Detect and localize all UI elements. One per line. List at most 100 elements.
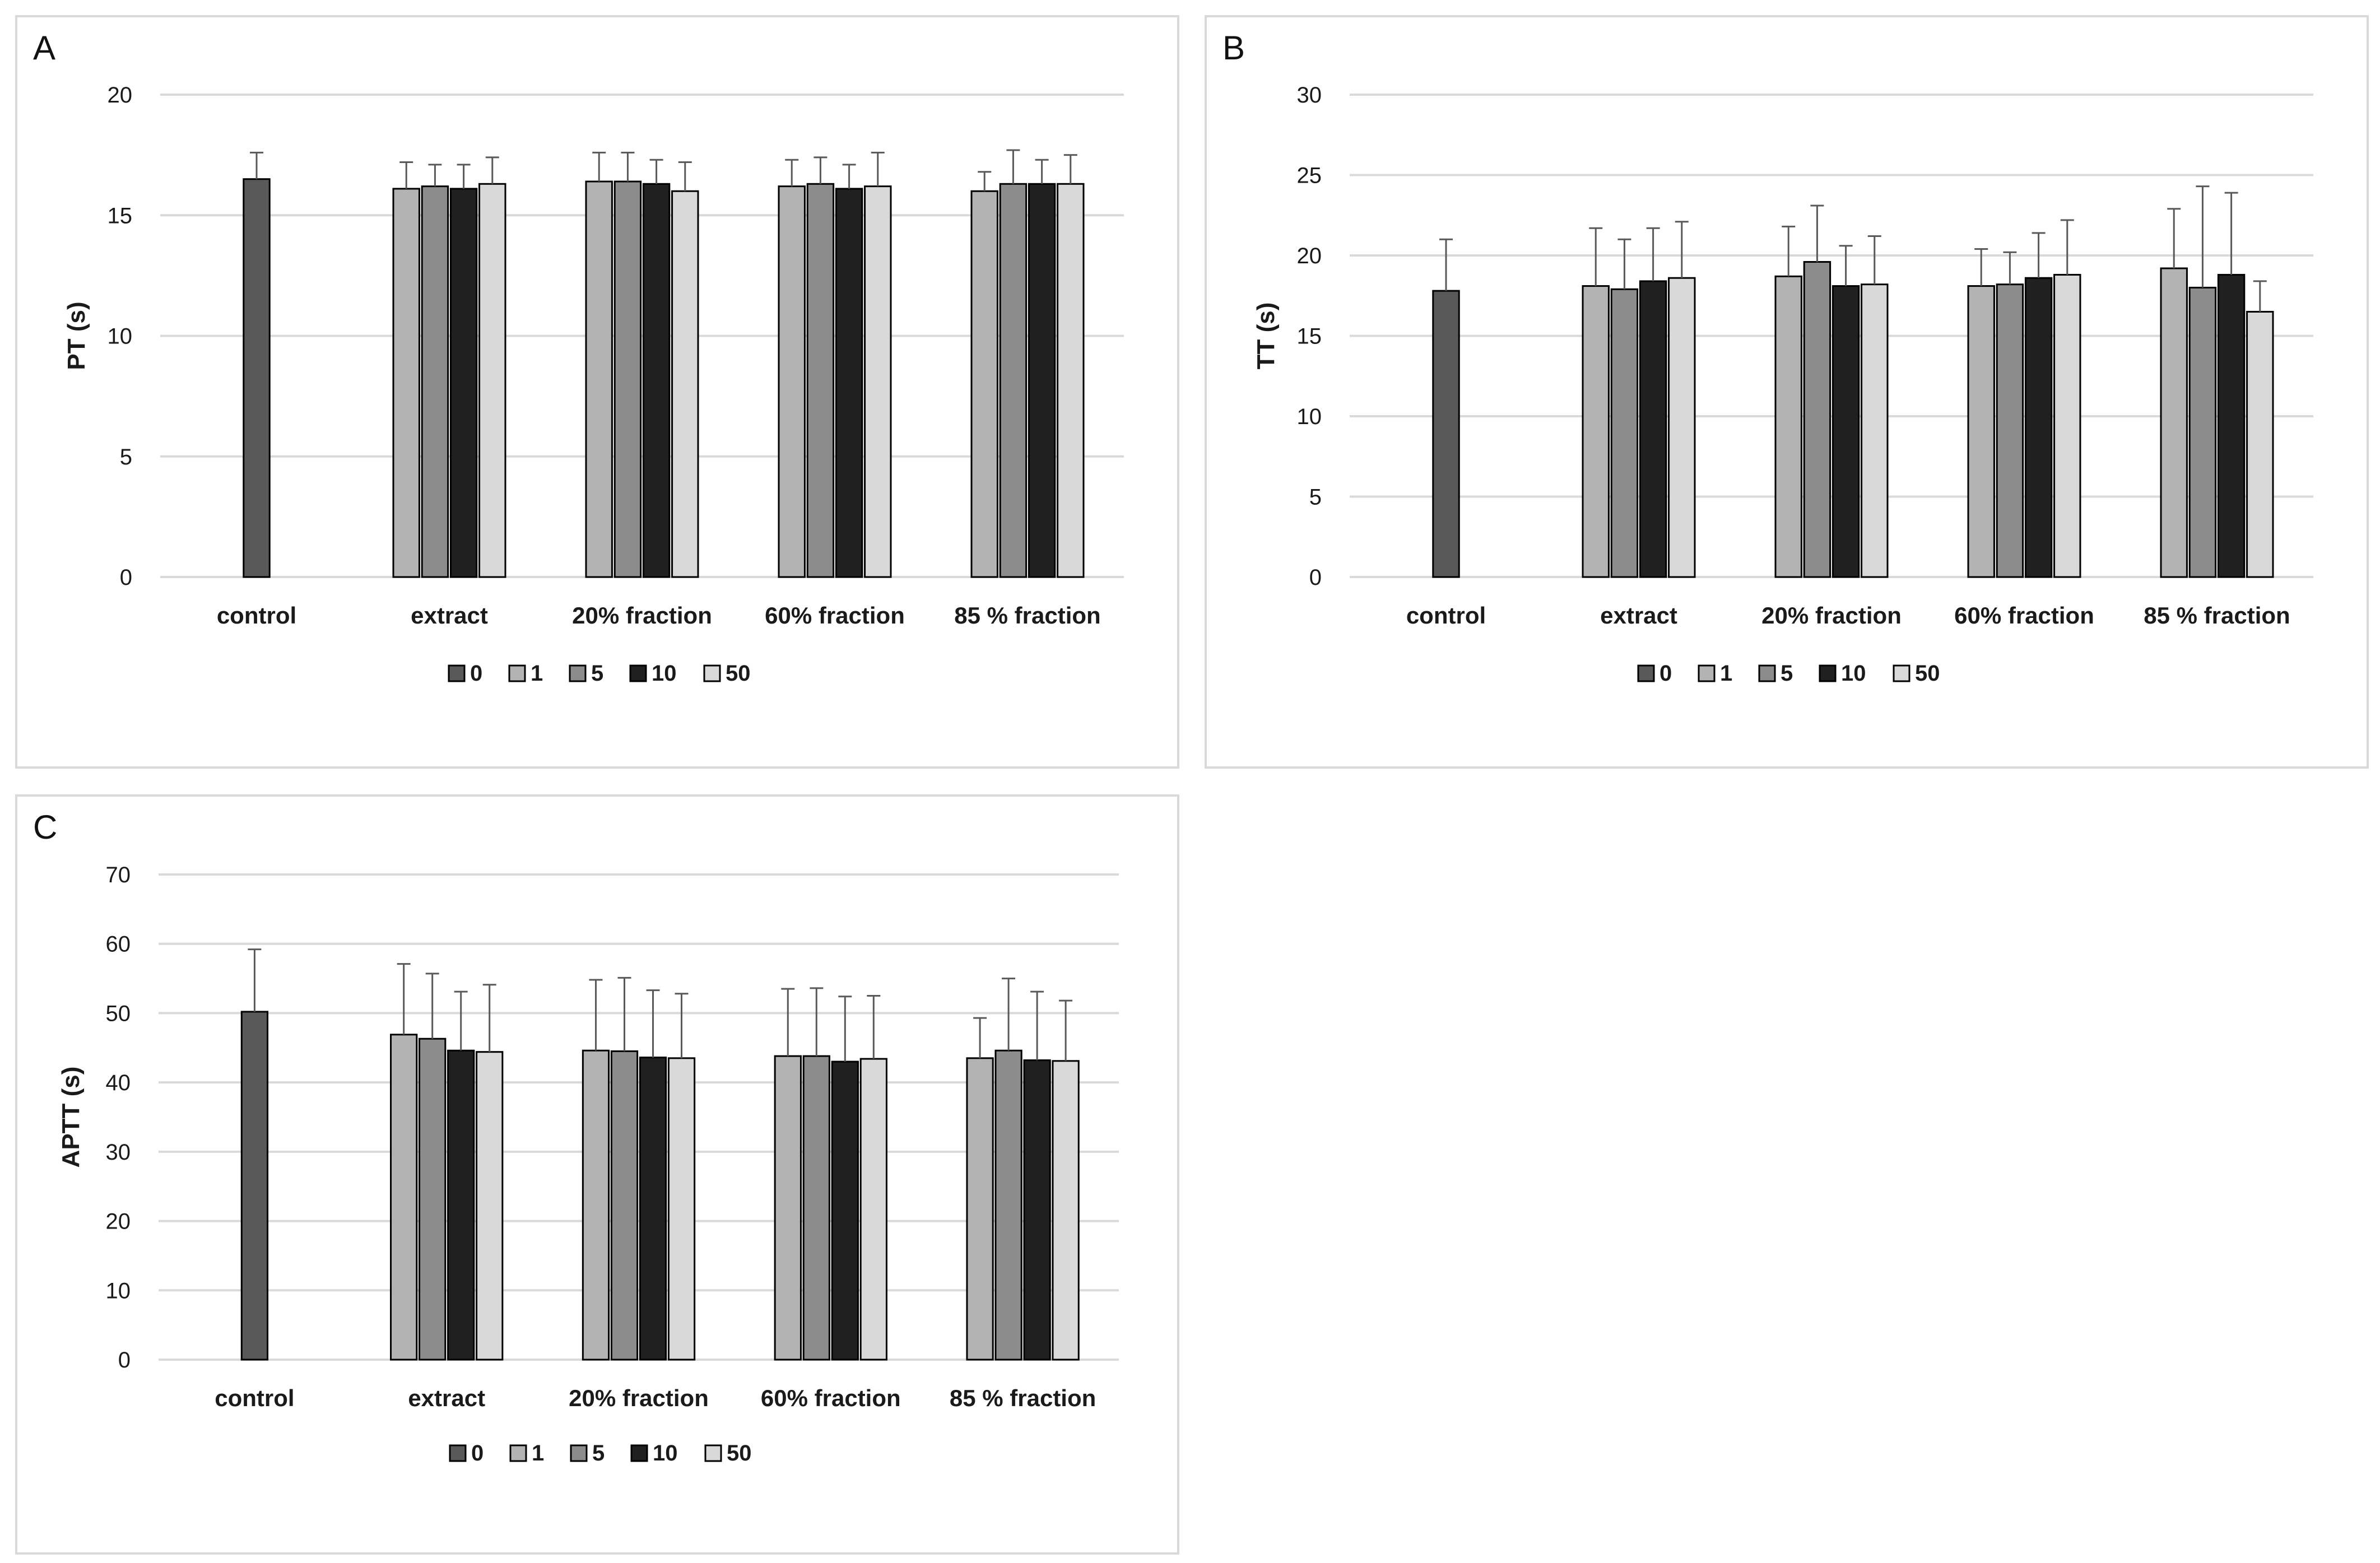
- bar: [671, 190, 699, 578]
- legend-label: 10: [1841, 661, 1866, 686]
- chart-panel-a: A 0 5 10 15 20 PT (s) control extract 20% fracti…: [15, 15, 1179, 769]
- category-label: 60% fraction: [1954, 602, 2094, 629]
- category-label: 85 % fraction: [950, 1385, 1096, 1411]
- legend-label: 50: [726, 661, 751, 686]
- legend-swatch: [703, 664, 721, 682]
- bar: [1639, 280, 1667, 578]
- bar: [582, 1049, 610, 1361]
- y-tick-label: 30: [1297, 83, 1322, 108]
- legend-label: 0: [1660, 661, 1672, 686]
- bar: [642, 183, 671, 578]
- legend-label: 50: [727, 1441, 752, 1466]
- bar: [2217, 273, 2246, 578]
- legend-label: 1: [532, 1441, 544, 1466]
- bar: [994, 1049, 1022, 1361]
- y-tick-label: 30: [106, 1140, 131, 1165]
- y-tick-label: 25: [1297, 164, 1322, 188]
- bar: [778, 185, 806, 578]
- bar: [1582, 285, 1610, 578]
- bar: [390, 1034, 418, 1361]
- legend-swatch: [1819, 664, 1837, 682]
- bar: [1774, 275, 1802, 578]
- y-tick-label: 40: [106, 1071, 131, 1095]
- bar: [831, 1060, 859, 1361]
- category-label: extract: [1600, 602, 1677, 629]
- category-label: 60% fraction: [761, 1385, 901, 1411]
- bar: [2246, 310, 2274, 578]
- legend-swatch: [1637, 664, 1655, 682]
- bar: [966, 1057, 994, 1361]
- bar: [639, 1057, 667, 1361]
- bar: [2024, 277, 2053, 578]
- panel-letter: B: [1222, 29, 1245, 67]
- legend-label: 10: [653, 1441, 678, 1466]
- y-tick-label: 20: [106, 1210, 131, 1234]
- bar: [1028, 183, 1056, 578]
- legend-label: 0: [470, 661, 482, 686]
- bar: [610, 1050, 639, 1361]
- panel-letter: A: [33, 29, 56, 67]
- y-axis-label: PT (s): [63, 301, 90, 370]
- bar: [864, 185, 892, 578]
- bar: [2160, 267, 2188, 578]
- y-tick-label: 50: [106, 1001, 131, 1026]
- y-tick-label: 0: [120, 565, 132, 590]
- category-label: extract: [411, 602, 488, 629]
- bar: [449, 188, 478, 578]
- bar: [419, 1038, 447, 1361]
- legend-label: 50: [1915, 661, 1940, 686]
- bar: [243, 178, 271, 578]
- bar: [970, 190, 998, 578]
- legend-swatch: [569, 664, 587, 682]
- bar: [859, 1058, 887, 1361]
- bar: [1996, 283, 2024, 578]
- legend-swatch: [449, 1444, 467, 1462]
- category-label: 20% fraction: [569, 1385, 709, 1411]
- legend-label: 1: [531, 661, 543, 686]
- y-axis-label: TT (s): [1252, 303, 1280, 370]
- chart-panel-c: C 0 10 20 30 40 50 60 70 APTT (s) control extract 2…: [15, 794, 1179, 1555]
- category-label: extract: [408, 1385, 485, 1411]
- category-label: control: [215, 1385, 294, 1411]
- bar: [1803, 260, 1832, 578]
- y-tick-label: 70: [106, 863, 131, 887]
- category-label: 60% fraction: [765, 602, 905, 629]
- y-tick-label: 60: [106, 932, 131, 957]
- bar: [1967, 285, 1995, 578]
- bar: [421, 185, 449, 578]
- bar: [240, 1011, 269, 1361]
- bar: [1052, 1060, 1080, 1361]
- y-tick-label: 20: [108, 83, 133, 108]
- y-tick-label: 5: [120, 445, 132, 469]
- legend-swatch: [1893, 664, 1910, 682]
- legend-label: 1: [1720, 661, 1732, 686]
- legend-swatch: [1698, 664, 1716, 682]
- y-tick-label: 5: [1309, 485, 1322, 510]
- legend-swatch: [509, 1444, 527, 1462]
- legend-label: 5: [591, 661, 603, 686]
- y-tick-label: 10: [106, 1278, 131, 1303]
- category-label: 20% fraction: [1761, 602, 1902, 629]
- bar: [447, 1049, 475, 1361]
- bar: [1432, 290, 1460, 578]
- bar: [1023, 1059, 1051, 1361]
- bar: [478, 183, 506, 578]
- legend-swatch: [704, 1444, 722, 1462]
- category-label: control: [217, 602, 296, 629]
- bar: [1668, 277, 1696, 578]
- legend-label: 5: [1781, 661, 1793, 686]
- y-tick-label: 0: [1309, 565, 1322, 590]
- panel-letter: C: [33, 808, 58, 846]
- legend-label: 10: [652, 661, 677, 686]
- y-tick-label: 15: [1297, 324, 1322, 349]
- bar: [835, 188, 863, 578]
- bar: [667, 1057, 696, 1361]
- y-tick-label: 10: [1297, 404, 1322, 429]
- legend-swatch: [448, 664, 466, 682]
- y-tick-label: 20: [1297, 244, 1322, 268]
- legend-swatch: [629, 664, 647, 682]
- legend-swatch: [508, 664, 526, 682]
- legend-swatch: [630, 1444, 648, 1462]
